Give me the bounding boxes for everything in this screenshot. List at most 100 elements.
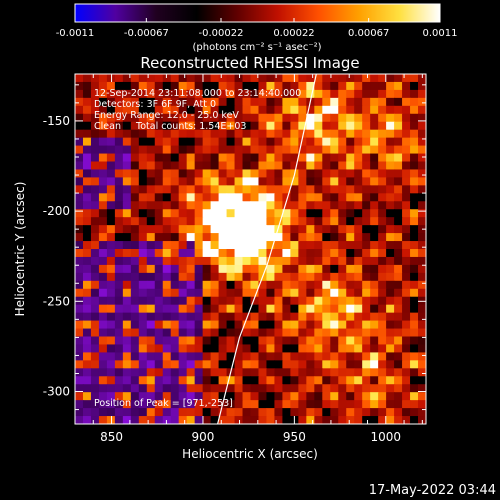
- heatmap-cell: [186, 89, 196, 99]
- heatmap-cell: [234, 177, 244, 186]
- heatmap-cell: [370, 233, 379, 242]
- heatmap-cell: [362, 256, 371, 266]
- heatmap-cell: [354, 304, 363, 314]
- heatmap-cell: [378, 256, 387, 266]
- heatmap-cell: [378, 416, 387, 424]
- heatmap-cell: [314, 384, 323, 393]
- heatmap-cell: [138, 328, 148, 338]
- heatmap-cell: [298, 113, 307, 123]
- heatmap-cell: [242, 392, 252, 401]
- heatmap-cell: [290, 161, 299, 171]
- heatmap-cell: [242, 113, 252, 123]
- heatmap-cell: [210, 296, 220, 306]
- heatmap-cell: [298, 169, 307, 178]
- heatmap-cell: [250, 376, 260, 385]
- heatmap-cell: [75, 177, 84, 186]
- heatmap-cell: [314, 368, 323, 377]
- heatmap-cell: [226, 137, 236, 147]
- heatmap-cell: [90, 105, 100, 115]
- heatmap-cell: [210, 97, 220, 107]
- heatmap-cell: [394, 368, 403, 377]
- heatmap-cell: [314, 153, 323, 163]
- heatmap-cell: [194, 129, 204, 139]
- annotation-time-range: 12-Sep-2014 23:11:08.000 to 23:14:40.000: [94, 88, 301, 99]
- heatmap-cell: [266, 145, 276, 155]
- colorbar-ticks: -0.0011 -0.00067 -0.00022 0.00022 0.00067 0.0…: [56, 18, 458, 39]
- heatmap-cell: [250, 97, 260, 107]
- heatmap-cell: [194, 272, 204, 282]
- heatmap-cell: [130, 416, 140, 424]
- heatmap-cell: [226, 113, 236, 123]
- heatmap-cell: [322, 137, 331, 147]
- heatmap-cell: [402, 280, 411, 290]
- heatmap-cell: [186, 304, 196, 314]
- heatmap-cell: [362, 185, 371, 194]
- heatmap-cell: [242, 153, 252, 163]
- heatmap-cell: [250, 288, 260, 298]
- heatmap-cell: [354, 320, 363, 330]
- heatmap-cell: [338, 360, 347, 369]
- heatmap-cell: [314, 400, 323, 409]
- heatmap-cell: [378, 280, 387, 290]
- heatmap-cell: [306, 129, 315, 139]
- heatmap-cell: [314, 217, 323, 226]
- heatmap-cell: [178, 201, 188, 210]
- heatmap-cell: [298, 89, 307, 99]
- heatmap-cell: [226, 81, 236, 91]
- heatmap-cell: [410, 105, 419, 115]
- heatmap-cell: [242, 74, 252, 83]
- heatmap-cell: [154, 392, 164, 401]
- heatmap-cell: [282, 209, 291, 218]
- heatmap-cell: [146, 320, 156, 330]
- heatmap-cell: [146, 89, 156, 99]
- heatmap-cell: [194, 280, 204, 290]
- heatmap-cell: [338, 392, 347, 401]
- heatmap-cell: [314, 105, 323, 115]
- heatmap-cell: [370, 352, 379, 361]
- heatmap-cell: [234, 81, 244, 91]
- heatmap-cell: [242, 336, 252, 346]
- heatmap-cell: [226, 416, 236, 424]
- heatmap-cell: [322, 320, 331, 330]
- heatmap-cell: [170, 416, 180, 424]
- heatmap-cell: [266, 384, 276, 393]
- heatmap-cell: [234, 400, 244, 409]
- heatmap-cell: [370, 81, 379, 91]
- heatmap-cell: [75, 209, 84, 218]
- heatmap-cell: [282, 225, 291, 234]
- heatmap-cell: [346, 344, 355, 353]
- heatmap-cell: [306, 360, 315, 369]
- heatmap-cell: [306, 193, 315, 202]
- heatmap-cell: [138, 256, 148, 266]
- heatmap-cell: [330, 81, 339, 91]
- heatmap-cell: [218, 241, 228, 250]
- heatmap-cell: [378, 328, 387, 338]
- heatmap-cell: [378, 137, 387, 147]
- heatmap-cell: [282, 368, 291, 377]
- heatmap-cell: [114, 296, 124, 306]
- heatmap-cell: [122, 145, 132, 155]
- heatmap-cell: [410, 296, 419, 306]
- heatmap-cell: [234, 320, 244, 330]
- heatmap-cell: [178, 360, 188, 369]
- heatmap-cell: [290, 225, 299, 234]
- heatmap-cell: [202, 280, 212, 290]
- heatmap-cell: [106, 344, 116, 353]
- heatmap-cell: [98, 376, 108, 385]
- heatmap-cell: [98, 241, 108, 250]
- heatmap-cell: [170, 137, 180, 147]
- heatmap-cell: [82, 113, 92, 123]
- heatmap-cell: [298, 336, 307, 346]
- heatmap-cell: [106, 336, 116, 346]
- heatmap-cell: [154, 376, 164, 385]
- heatmap-cell: [130, 384, 140, 393]
- heatmap-cell: [354, 89, 363, 99]
- heatmap-cell: [218, 384, 228, 393]
- heatmap-cell: [338, 272, 347, 282]
- heatmap-cell: [210, 241, 220, 250]
- heatmap-cell: [226, 185, 236, 194]
- heatmap-cell: [234, 296, 244, 306]
- heatmap-cell: [122, 249, 132, 258]
- heatmap-cell: [154, 408, 164, 417]
- heatmap-cell: [314, 113, 323, 123]
